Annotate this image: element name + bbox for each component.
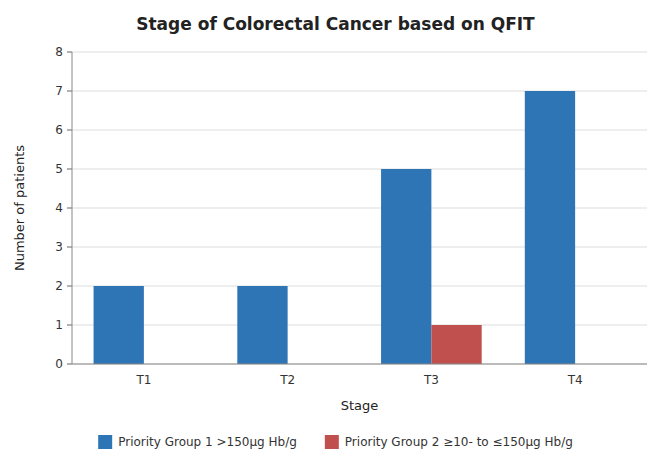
bar bbox=[431, 325, 481, 364]
title: Stage of Colorectal Cancer based on QFIT bbox=[136, 14, 535, 34]
tick-mark bbox=[67, 247, 72, 248]
legend-item: Priority Group 2 ≥10- to ≤150μg Hb/g bbox=[325, 435, 573, 450]
y-axis-line bbox=[72, 52, 73, 364]
tick-label: T1 bbox=[135, 373, 151, 387]
x-axis-label: Stage bbox=[341, 398, 379, 413]
tick-mark bbox=[67, 208, 72, 209]
tick-mark bbox=[67, 286, 72, 287]
grid-line bbox=[72, 364, 647, 365]
tick-mark bbox=[67, 364, 72, 365]
legend: Priority Group 1 >150μg Hb/g Priority Gro… bbox=[98, 435, 573, 450]
tick-label: 0 bbox=[55, 357, 63, 371]
y-axis: 0 1 2 3 4 5 6 7 8 bbox=[55, 45, 647, 371]
tick-mark bbox=[67, 169, 72, 170]
chart: 0 1 2 3 4 5 6 7 8 T1 T2 T3 T4 Stage of Colorectal Can… bbox=[0, 0, 671, 476]
tick-mark bbox=[67, 91, 72, 92]
bar bbox=[94, 286, 144, 364]
tick-label: T3 bbox=[423, 373, 439, 387]
bar bbox=[381, 169, 431, 364]
legend-label: Priority Group 2 ≥10- to ≤150μg Hb/g bbox=[345, 435, 573, 449]
bar bbox=[525, 91, 575, 364]
legend-swatch bbox=[98, 435, 112, 449]
grid-line bbox=[72, 52, 647, 53]
tick-label: 7 bbox=[55, 84, 63, 98]
y-axis-label: Number of patients bbox=[12, 145, 27, 271]
tick-label: 2 bbox=[55, 279, 63, 293]
legend-label: Priority Group 1 >150μg Hb/g bbox=[118, 435, 297, 449]
tick-label: 8 bbox=[55, 45, 63, 59]
bars bbox=[94, 91, 576, 364]
tick-label: T2 bbox=[279, 373, 295, 387]
legend-item: Priority Group 1 >150μg Hb/g bbox=[98, 435, 297, 450]
bar bbox=[237, 286, 287, 364]
tick-label: 6 bbox=[55, 123, 63, 137]
tick-label: 5 bbox=[55, 162, 63, 176]
tick-mark bbox=[67, 130, 72, 131]
tick-label: 1 bbox=[55, 318, 63, 332]
tick-label: 4 bbox=[55, 201, 63, 215]
tick-label: 3 bbox=[55, 240, 63, 254]
tick-mark bbox=[67, 52, 72, 53]
tick-mark bbox=[67, 325, 72, 326]
legend-swatch bbox=[325, 435, 339, 449]
tick-label: T4 bbox=[567, 373, 583, 387]
x-axis: T1 T2 T3 T4 bbox=[135, 373, 582, 387]
x-axis-line bbox=[72, 364, 647, 365]
